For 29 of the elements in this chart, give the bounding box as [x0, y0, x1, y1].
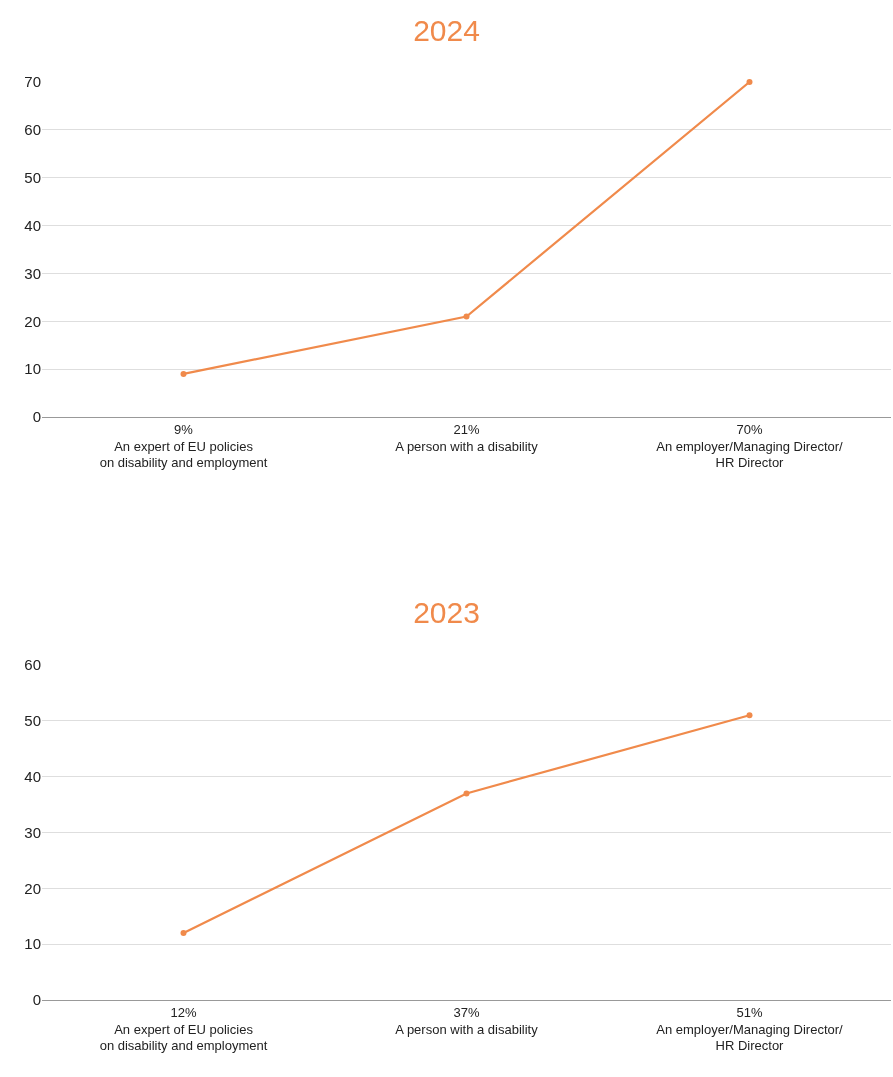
- y-tick-label: 40: [24, 216, 41, 234]
- y-tick-label: 30: [24, 264, 41, 282]
- x-tick-label: 37% A person with a disability: [395, 1004, 539, 1037]
- x-tick-label: 21% A person with a disability: [395, 421, 539, 454]
- x-tick-label: 12% An expert of EU policies on disability and employment: [99, 1004, 268, 1054]
- point: [180, 930, 187, 936]
- point: [463, 790, 470, 797]
- y-tick-label: 20: [24, 312, 41, 330]
- y-tick-label: 10: [24, 935, 41, 953]
- point: [180, 370, 187, 377]
- chart-title: 2023: [413, 595, 480, 629]
- y-tick-label: 60: [24, 656, 41, 674]
- y-tick-label: 10: [24, 360, 41, 378]
- y-tick-label: 60: [24, 121, 41, 139]
- y-tick-label: 0: [32, 408, 41, 426]
- y-tick-label: 0: [32, 991, 41, 1009]
- point: [746, 712, 753, 719]
- x-tick-label: 70% An employer/Managing Director/ HR Director: [656, 421, 844, 471]
- x-tick-label: 51% An employer/Managing Director/ HR Director: [656, 1004, 844, 1054]
- y-tick-label: 50: [24, 712, 41, 730]
- y-tick-label: 20: [24, 879, 41, 897]
- chart-title: 2024: [413, 13, 480, 47]
- y-tick-label: 70: [24, 73, 41, 91]
- x-tick-label: 9% An expert of EU policies on disability and employment: [99, 421, 268, 471]
- y-tick-label: 30: [24, 823, 41, 841]
- y-tick-label: 50: [24, 168, 41, 186]
- point: [463, 313, 470, 320]
- point: [746, 79, 753, 85]
- y-tick-label: 40: [24, 767, 41, 785]
